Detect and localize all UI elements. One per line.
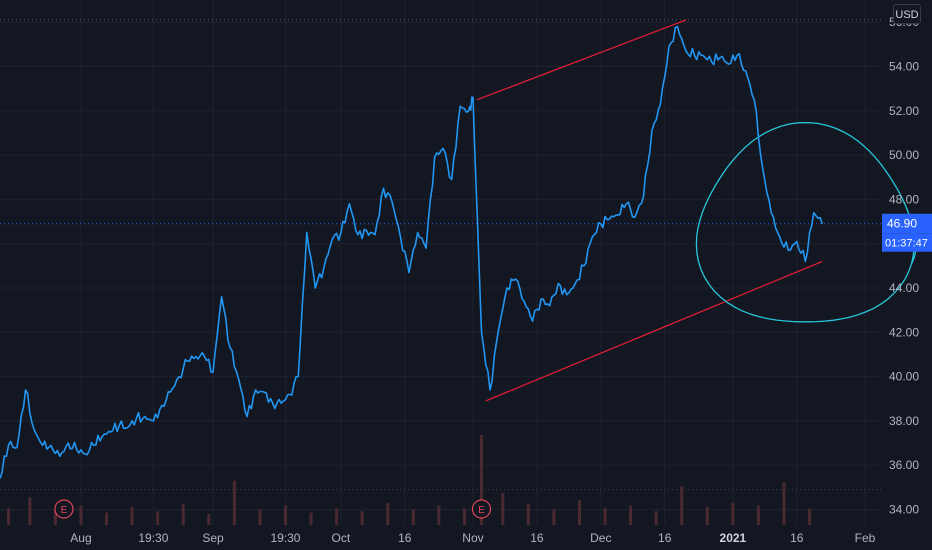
volume-bar — [79, 505, 83, 525]
volume-bar — [501, 493, 505, 525]
x-tick-label: Sep — [202, 531, 224, 545]
y-tick-label: 50.00 — [889, 148, 919, 162]
volume-bar — [309, 512, 313, 525]
x-tick-label: 16 — [790, 531, 804, 545]
x-tick-label: Oct — [332, 531, 351, 545]
x-tick-label: Feb — [855, 531, 876, 545]
volume-bar — [232, 480, 236, 525]
volume-bar — [654, 511, 658, 525]
volume-bar — [731, 502, 735, 525]
volume-bar — [156, 511, 160, 525]
x-tick-label: 16 — [398, 531, 412, 545]
volume-bar — [577, 500, 581, 525]
guides-layer — [0, 19, 882, 491]
y-tick-label: 52.00 — [889, 104, 919, 118]
x-tick-label: 2021 — [720, 531, 747, 545]
channel-upper-line — [477, 19, 687, 101]
annotation-circle — [695, 121, 917, 323]
volume-bar — [53, 511, 57, 525]
volume-bar — [28, 497, 32, 525]
grid-layer — [0, 0, 882, 525]
volume-bar — [360, 511, 364, 525]
y-tick-label: 34.00 — [889, 502, 919, 516]
volume-layer — [7, 435, 812, 525]
y-tick-label: 42.00 — [889, 325, 919, 339]
volume-bar — [105, 512, 109, 525]
price-line — [0, 25, 824, 479]
y-tick-label: 40.00 — [889, 370, 919, 384]
countdown-bg — [882, 233, 932, 252]
y-tick-label: 54.00 — [889, 59, 919, 73]
y-tick-label: 38.00 — [889, 414, 919, 428]
x-tick-label: Dec — [590, 531, 611, 545]
volume-bar — [629, 505, 633, 525]
x-tick-label: 16 — [658, 531, 672, 545]
series-layer — [0, 25, 824, 479]
volume-bar — [782, 482, 786, 525]
price-badge: 46.90 01:37:47 — [882, 213, 932, 252]
y-axis: 34.0036.0038.0040.0042.0044.0046.0048.00… — [889, 15, 919, 516]
volume-bar — [462, 508, 466, 525]
volume-bar — [411, 509, 415, 525]
earnings-label: E — [478, 505, 485, 516]
volume-bar — [386, 502, 390, 525]
earnings-label: E — [61, 505, 68, 516]
volume-bar — [335, 508, 339, 525]
currency-button[interactable]: USD — [893, 4, 921, 24]
earnings-marker — [471, 499, 492, 519]
volume-bar — [7, 508, 11, 525]
volume-bar — [258, 509, 262, 525]
drawings-layer — [477, 19, 917, 402]
x-tick-label: 19:30 — [270, 531, 300, 545]
x-tick-label: 16 — [530, 531, 544, 545]
volume-bar — [603, 508, 607, 525]
volume-bar — [181, 504, 185, 525]
volume-bar — [526, 504, 530, 525]
volume-bar — [756, 505, 760, 525]
volume-bar — [437, 505, 441, 525]
x-axis: Aug 19:30 Sep 19:30 Oct 16 Nov 16 Dec 16 2021 16 Feb — [70, 531, 875, 545]
x-tick-label: Nov — [462, 531, 483, 545]
x-tick-label: Aug — [70, 531, 91, 545]
volume-bar — [130, 507, 134, 525]
volume-bar — [680, 486, 684, 525]
countdown-value: 01:37:47 — [885, 238, 928, 250]
volume-bar — [207, 513, 211, 525]
volume-bar — [283, 505, 287, 525]
volume-bar — [808, 508, 812, 525]
y-tick-label: 36.00 — [889, 458, 919, 472]
y-tick-label: 48.00 — [889, 192, 919, 206]
price-badge-value: 46.90 — [887, 217, 917, 231]
channel-lower-line — [485, 260, 823, 402]
y-tick-label: 44.00 — [889, 281, 919, 295]
x-tick-label: 19:30 — [138, 531, 168, 545]
volume-bar — [552, 509, 556, 525]
earnings-marker — [54, 499, 74, 519]
volume-bar — [705, 507, 709, 525]
volume-bar — [479, 435, 483, 525]
price-badge-bg — [882, 213, 932, 234]
